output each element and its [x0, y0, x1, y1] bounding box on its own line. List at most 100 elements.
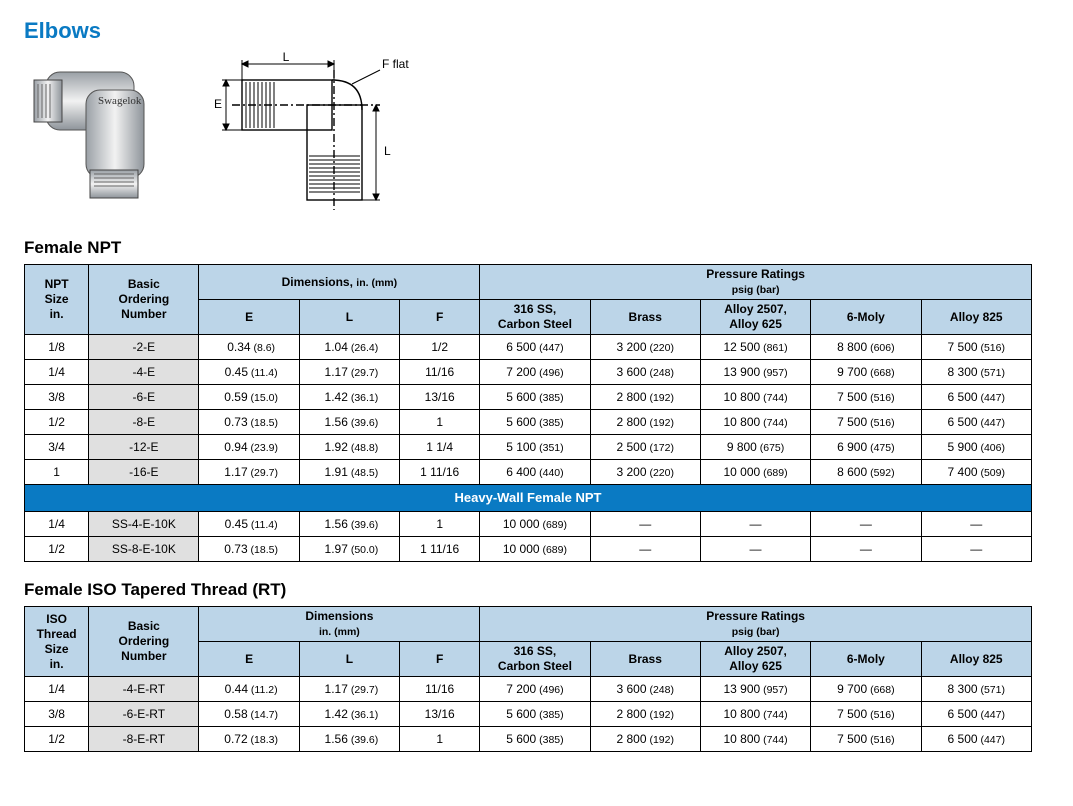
cell-pr-4: 6 500 (447) [921, 727, 1031, 752]
col-order: BasicOrderingNumber [89, 265, 199, 335]
cell-F: 1 11/16 [400, 460, 480, 485]
col-L: L [299, 300, 399, 335]
cell-F: 1 [400, 727, 480, 752]
col-L: L [299, 642, 399, 677]
cell-size: 1/2 [25, 727, 89, 752]
cell-pr-0: 5 600 (385) [480, 385, 590, 410]
cell-pr-2: 10 800 (744) [700, 727, 810, 752]
table-female-npt: NPTSizein. BasicOrderingNumber Dimension… [24, 264, 1032, 562]
pr-group-label: Pressure Ratings [706, 267, 805, 281]
col-pr-3: 6-Moly [811, 300, 921, 335]
col-pr-4: Alloy 825 [921, 300, 1031, 335]
cell-pr-3: 7 500 (516) [811, 727, 921, 752]
cell-pr-2: 12 500 (861) [700, 335, 810, 360]
cell-pr-2: 10 800 (744) [700, 702, 810, 727]
col-pr-1: Brass [590, 300, 700, 335]
col-F: F [400, 642, 480, 677]
cell-order: -6-E-RT [89, 702, 199, 727]
cell-L: 1.56 (39.6) [299, 410, 399, 435]
cell-E: 1.17 (29.7) [199, 460, 299, 485]
dim-label-F: F flat [382, 57, 409, 71]
cell-L: 1.97 (50.0) [299, 537, 399, 562]
cell-pr-0: 10 000 (689) [480, 537, 590, 562]
cell-pr-4: 5 900 (406) [921, 435, 1031, 460]
cell-E: 0.45 (11.4) [199, 512, 299, 537]
dim-unit-label: in. (mm) [319, 626, 360, 638]
cell-L: 1.56 (39.6) [299, 727, 399, 752]
cell-pr-4: 8 300 (571) [921, 360, 1031, 385]
col-pr-2: Alloy 2507,Alloy 625 [700, 300, 810, 335]
table-row: 1/4-4-E0.45 (11.4)1.17 (29.7)11/167 200 … [25, 360, 1032, 385]
cell-pr-3: 6 900 (475) [811, 435, 921, 460]
cell-size: 1/4 [25, 677, 89, 702]
svg-text:Swagelok: Swagelok [98, 95, 142, 107]
col-pr-0: 316 SS,Carbon Steel [480, 642, 590, 677]
product-render-icon: Swagelok [24, 50, 184, 210]
cell-pr-3: 8 600 (592) [811, 460, 921, 485]
col-E: E [199, 300, 299, 335]
col-pr-group: Pressure Ratings psig (bar) [480, 265, 1032, 300]
cell-pr-4: — [921, 537, 1031, 562]
cell-pr-3: 9 700 (668) [811, 360, 921, 385]
cell-pr-3: 9 700 (668) [811, 677, 921, 702]
cell-pr-1: 2 800 (192) [590, 410, 700, 435]
dimension-diagram-icon: L E L F flat [212, 50, 432, 220]
col-pr-2: Alloy 2507,Alloy 625 [700, 642, 810, 677]
cell-F: 1 1/4 [400, 435, 480, 460]
cell-E: 0.34 (8.6) [199, 335, 299, 360]
col-F: F [400, 300, 480, 335]
cell-pr-4: 8 300 (571) [921, 677, 1031, 702]
cell-L: 1.42 (36.1) [299, 385, 399, 410]
table-row: 1/4-4-E-RT0.44 (11.2)1.17 (29.7)11/167 2… [25, 677, 1032, 702]
table-row: 1/4SS-4-E-10K0.45 (11.4)1.56 (39.6)110 0… [25, 512, 1032, 537]
dim-group-label: Dimensions, [282, 275, 353, 289]
cell-pr-1: 2 800 (192) [590, 385, 700, 410]
cell-E: 0.58 (14.7) [199, 702, 299, 727]
cell-order: -8-E [89, 410, 199, 435]
table-female-iso-rt: ISOThreadSizein. BasicOrderingNumber Dim… [24, 606, 1032, 752]
cell-F: 11/16 [400, 677, 480, 702]
cell-pr-4: 6 500 (447) [921, 385, 1031, 410]
pr-group-label: Pressure Ratings [706, 609, 805, 623]
cell-L: 1.92 (48.8) [299, 435, 399, 460]
col-size: ISOThreadSizein. [25, 607, 89, 677]
section1-title: Female NPT [24, 238, 1049, 258]
cell-E: 0.73 (18.5) [199, 537, 299, 562]
cell-size: 1/4 [25, 360, 89, 385]
cell-order: -4-E-RT [89, 677, 199, 702]
dim-unit-label: in. (mm) [356, 277, 397, 289]
table-row: 1/2-8-E0.73 (18.5)1.56 (39.6)15 600 (385… [25, 410, 1032, 435]
table-row: 1-16-E1.17 (29.7)1.91 (48.5)1 11/166 400… [25, 460, 1032, 485]
cell-size: 1/2 [25, 537, 89, 562]
cell-E: 0.72 (18.3) [199, 727, 299, 752]
cell-pr-0: 5 100 (351) [480, 435, 590, 460]
band-label: Heavy-Wall Female NPT [25, 485, 1032, 512]
cell-pr-3: 8 800 (606) [811, 335, 921, 360]
col-pr-3: 6-Moly [811, 642, 921, 677]
cell-F: 13/16 [400, 702, 480, 727]
col-E: E [199, 642, 299, 677]
cell-order: SS-8-E-10K [89, 537, 199, 562]
col-pr-1: Brass [590, 642, 700, 677]
table-row: 3/4-12-E0.94 (23.9)1.92 (48.8)1 1/45 100… [25, 435, 1032, 460]
cell-E: 0.44 (11.2) [199, 677, 299, 702]
col-order: BasicOrderingNumber [89, 607, 199, 677]
cell-pr-1: 2 800 (192) [590, 702, 700, 727]
cell-size: 3/8 [25, 385, 89, 410]
cell-order: -16-E [89, 460, 199, 485]
cell-pr-4: 6 500 (447) [921, 410, 1031, 435]
cell-L: 1.42 (36.1) [299, 702, 399, 727]
table-row: 1/8-2-E0.34 (8.6)1.04 (26.4)1/26 500 (44… [25, 335, 1032, 360]
cell-F: 1 11/16 [400, 537, 480, 562]
cell-order: -6-E [89, 385, 199, 410]
cell-pr-0: 6 500 (447) [480, 335, 590, 360]
dim-label-L2: L [384, 144, 391, 158]
table-row: 1/2SS-8-E-10K0.73 (18.5)1.97 (50.0)1 11/… [25, 537, 1032, 562]
cell-order: -2-E [89, 335, 199, 360]
cell-F: 1 [400, 512, 480, 537]
cell-pr-0: 6 400 (440) [480, 460, 590, 485]
cell-size: 1/2 [25, 410, 89, 435]
cell-pr-3: 7 500 (516) [811, 385, 921, 410]
cell-L: 1.56 (39.6) [299, 512, 399, 537]
cell-E: 0.73 (18.5) [199, 410, 299, 435]
